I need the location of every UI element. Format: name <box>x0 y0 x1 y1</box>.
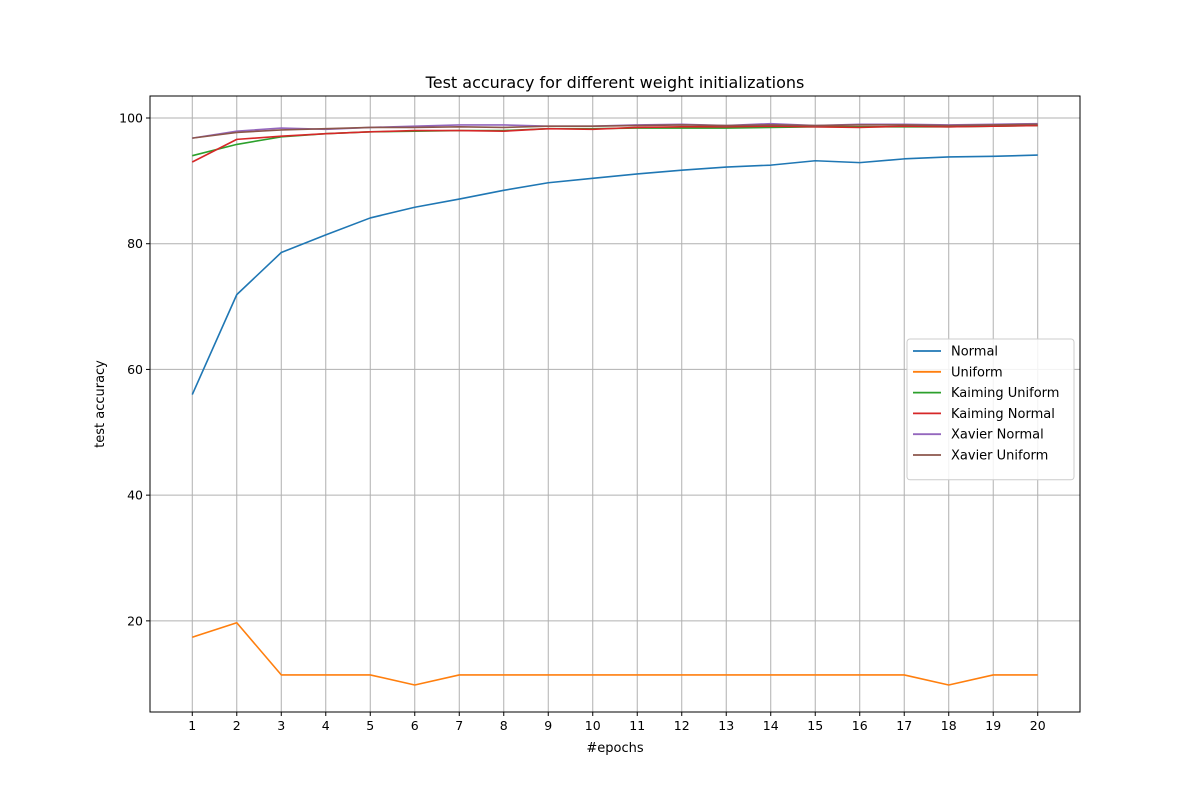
x-tick-label: 6 <box>411 718 419 733</box>
x-tick-label: 17 <box>896 718 912 733</box>
x-tick-label: 11 <box>629 718 645 733</box>
legend-box <box>906 338 1075 481</box>
x-axis-label: #epochs <box>586 741 643 756</box>
x-tick-label: 4 <box>322 718 330 733</box>
series-line-xavier-uniform <box>192 123 1038 139</box>
x-tick-label: 18 <box>941 718 957 733</box>
x-tick-label: 5 <box>366 718 374 733</box>
legend-label: Uniform <box>951 365 1003 380</box>
y-tick-label: 60 <box>127 362 143 377</box>
x-tick-label: 20 <box>1030 718 1046 733</box>
legend-label: Xavier Normal <box>951 428 1044 443</box>
x-tick-label: 15 <box>807 718 823 733</box>
x-tick-label: 16 <box>852 718 868 733</box>
x-tick-label: 1 <box>188 718 196 733</box>
legend-label: Xavier Uniform <box>951 449 1048 464</box>
series-line-normal <box>191 154 1038 395</box>
x-tick-label: 9 <box>544 718 552 733</box>
series-line-uniform <box>192 621 1038 686</box>
x-tick-label: 14 <box>763 718 779 733</box>
x-tick-label: 3 <box>277 718 285 733</box>
x-tick-label: 12 <box>674 718 690 733</box>
series-layer <box>191 122 1038 686</box>
chart-title: Test accuracy for different weight initi… <box>425 73 805 92</box>
y-axis-label: test accuracy <box>93 360 108 448</box>
legend: Normal Uniform Kaiming Uniform Kaiming Norm… <box>906 338 1075 481</box>
plot-frame <box>149 95 1081 713</box>
x-tick-label: 8 <box>500 718 508 733</box>
legend-label: Kaiming Normal <box>951 407 1055 422</box>
legend-label: Normal <box>951 345 998 360</box>
legend-label: Kaiming Uniform <box>951 386 1059 401</box>
y-tick-label: 100 <box>119 111 143 126</box>
y-tick-label: 20 <box>127 613 143 628</box>
x-tick-label: 19 <box>985 718 1001 733</box>
x-tick-label: 7 <box>455 718 463 733</box>
y-axis: 20 40 60 80 100 <box>119 111 150 628</box>
series-line-kaiming-normal <box>191 124 1038 163</box>
x-tick-label: 10 <box>585 718 601 733</box>
y-tick-label: 40 <box>127 488 143 503</box>
x-axis: 1 2 3 4 5 6 7 8 9 10 11 12 13 14 15 16 17 18 19 20 <box>188 712 1046 733</box>
x-tick-label: 13 <box>718 718 734 733</box>
x-tick-label: 2 <box>233 718 241 733</box>
y-tick-label: 80 <box>127 236 143 251</box>
